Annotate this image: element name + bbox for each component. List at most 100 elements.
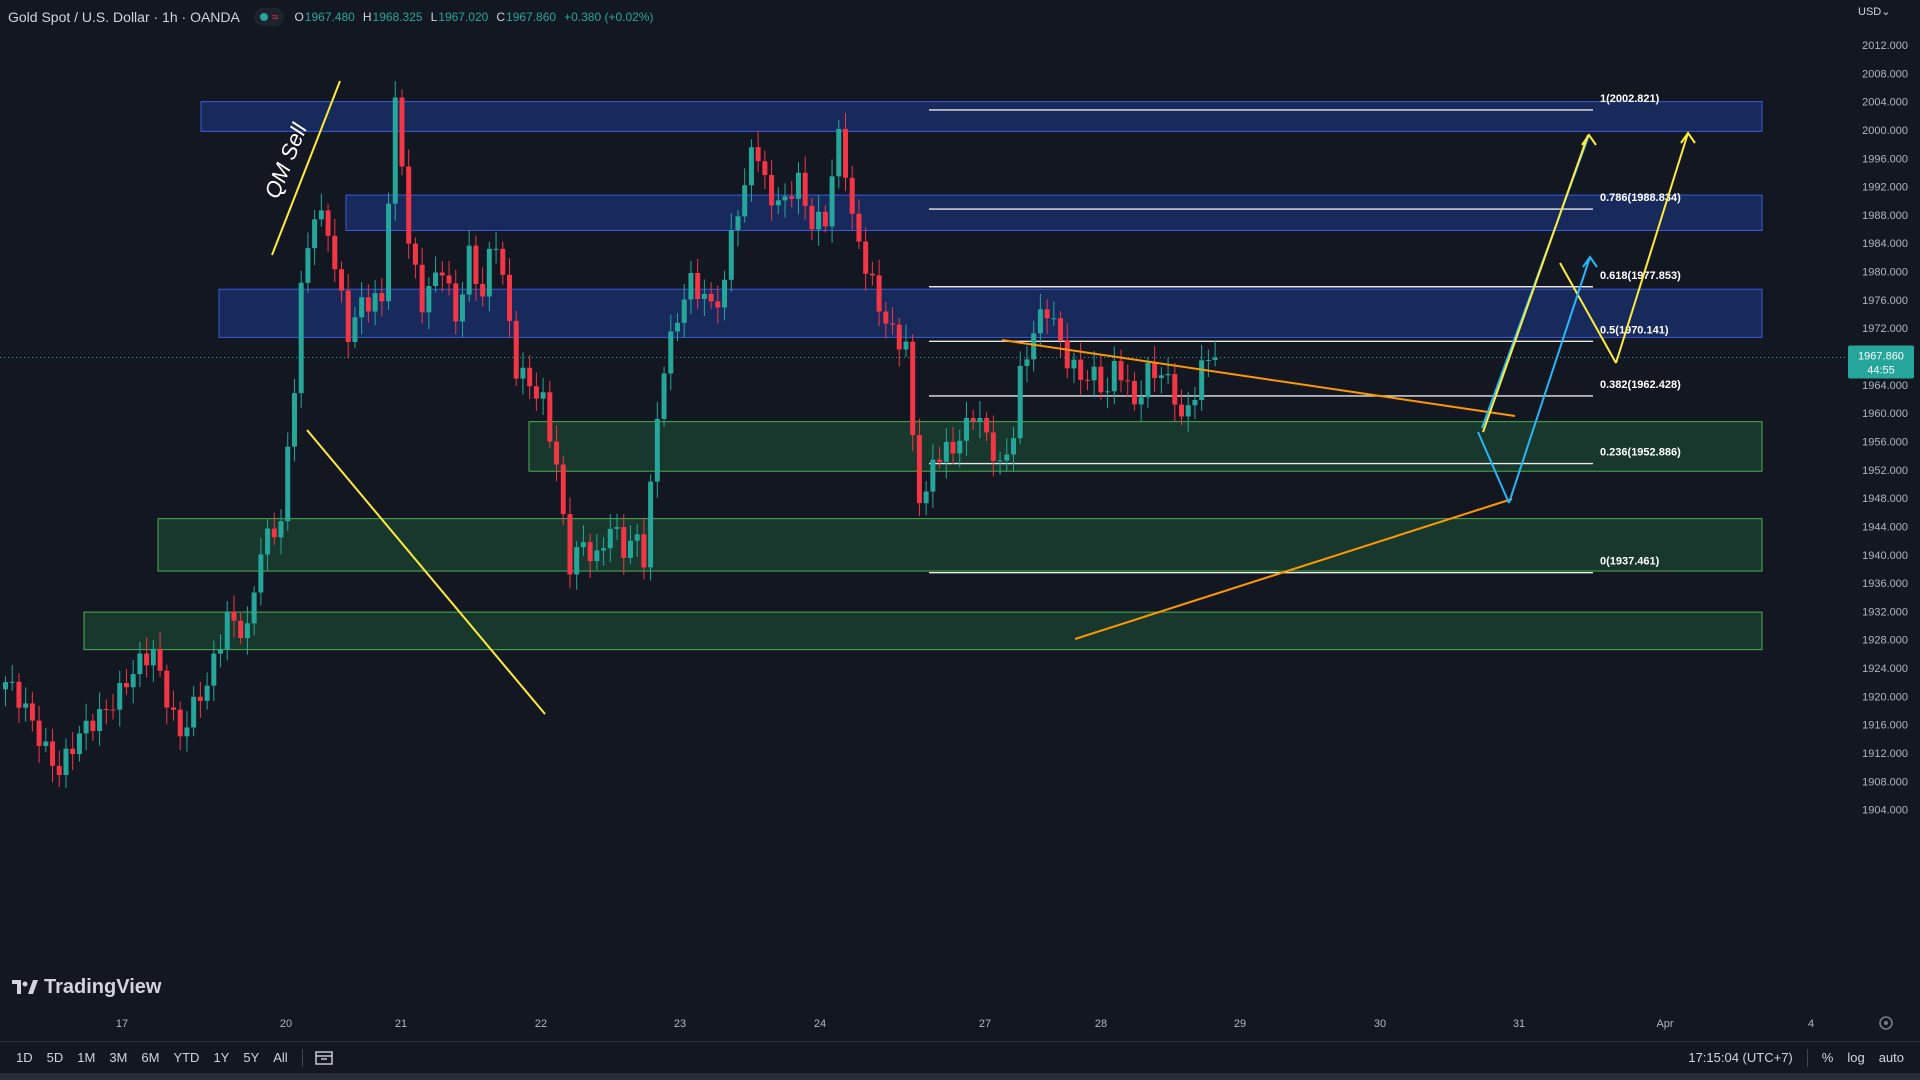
drawings-layer[interactable]: [271, 80, 1696, 715]
candle-body: [204, 685, 210, 701]
candle-body: [224, 611, 230, 650]
auto-toggle[interactable]: auto: [1878, 1050, 1904, 1065]
timeframe-ytd[interactable]: YTD: [173, 1050, 200, 1065]
candle-body: [1091, 366, 1097, 381]
candle-body: [1058, 318, 1064, 341]
candle-body: [822, 211, 828, 227]
candle-body: [318, 210, 324, 220]
time-tick-label: 23: [674, 1018, 686, 1030]
candle-body: [621, 527, 627, 558]
candle-body: [1071, 359, 1077, 369]
tradingview-logo: TradingView: [12, 976, 161, 999]
candle-body: [513, 320, 519, 379]
timeframe-1y[interactable]: 1Y: [213, 1050, 230, 1065]
timeframe-all[interactable]: All: [273, 1050, 288, 1065]
candle-body: [56, 765, 62, 776]
candle-body: [379, 293, 385, 302]
fib-level-label: 0.618(1977.853): [1600, 270, 1681, 282]
price-tick-label: 1904.000: [1862, 805, 1908, 817]
log-toggle[interactable]: log: [1847, 1050, 1865, 1065]
candle-body: [540, 392, 546, 399]
ohlc-o-label: O: [294, 10, 304, 24]
timeframe-3m[interactable]: 3M: [109, 1050, 128, 1065]
price-tick-label: 1924.000: [1862, 663, 1908, 675]
price-tick-label: 1916.000: [1862, 720, 1908, 732]
toolbar-right: 17:15:04 (UTC+7) % log auto: [1674, 1048, 1904, 1067]
currency-selector[interactable]: USD⌄: [1858, 5, 1890, 18]
time-tick-label: 28: [1095, 1018, 1107, 1030]
candle-body: [97, 709, 103, 731]
timeframe-1d[interactable]: 1D: [16, 1050, 33, 1065]
percent-toggle[interactable]: %: [1821, 1050, 1834, 1065]
price-tick-label: 1956.000: [1862, 436, 1908, 448]
price-axis-bg: [1846, 0, 1920, 1040]
tradingview-logo-icon: [12, 979, 38, 994]
projection-blue: [1508, 256, 1591, 504]
candle-body: [238, 620, 244, 639]
support-trendline: [1074, 498, 1513, 640]
candle-body: [1044, 309, 1050, 319]
drop-trendline: [306, 429, 546, 715]
candle-body: [1172, 374, 1178, 405]
market-open-icon: [259, 13, 268, 21]
goto-date-icon[interactable]: [315, 1050, 333, 1066]
price-tick-label: 1992.000: [1862, 182, 1908, 194]
price-axis[interactable]: 1904.000 1908.000 1912.000 1916.000 1920.000…: [1846, 0, 1920, 1040]
candle-body: [1004, 454, 1010, 461]
candles-layer: [0, 81, 1846, 789]
toolbar-divider-right: [1806, 1048, 1808, 1067]
candle-body: [836, 128, 842, 177]
price-chart[interactable]: 1(2002.821) 0.786(1988.834) 0.618(1977.853…: [0, 0, 1920, 1040]
fib-level-label: 0.236(1952.886): [1600, 447, 1681, 459]
candle-body: [50, 741, 56, 766]
candle-body: [480, 283, 486, 297]
time-tick-label: 20: [280, 1018, 292, 1030]
settings-gear-icon[interactable]: [1879, 1016, 1893, 1030]
timeframe-5y[interactable]: 5Y: [243, 1050, 260, 1065]
candle-body: [500, 248, 506, 275]
candle-body: [291, 393, 297, 447]
timeframe-6m[interactable]: 6M: [141, 1050, 160, 1065]
candle-body: [735, 216, 741, 231]
market-status[interactable]: ≈: [253, 8, 285, 26]
candle-body: [372, 293, 378, 312]
candle-body: [957, 440, 963, 454]
bottom-toolbar: 1D 5D 1M 3M 6M YTD 1Y 5Y All 17:15:04 (U…: [0, 1041, 1920, 1073]
wave-icon: ≈: [271, 10, 279, 24]
ohlc-open: 1967.480: [304, 10, 355, 24]
ohlc-high: 1968.325: [372, 10, 423, 24]
candle-body: [614, 527, 620, 529]
timeframe-5d[interactable]: 5D: [46, 1050, 64, 1065]
candle-body: [231, 611, 237, 621]
ohlc-close: 1967.860: [506, 10, 557, 24]
candle-body: [352, 317, 358, 343]
price-tick-label: 1964.000: [1862, 380, 1908, 392]
candle-body: [661, 373, 667, 419]
timeframe-1m[interactable]: 1M: [77, 1050, 96, 1065]
candle-body: [701, 293, 707, 300]
candle-body: [1118, 361, 1124, 381]
candle-body: [990, 432, 996, 461]
time-tick-label: 4: [1808, 1018, 1814, 1030]
candle-body: [594, 550, 600, 562]
candle-body: [688, 272, 694, 300]
price-tag-countdown: 44:55: [1867, 365, 1895, 377]
ohlc-low: 1967.020: [438, 10, 489, 24]
price-tick-label: 2000.000: [1862, 125, 1908, 137]
candle-body: [963, 417, 969, 441]
price-tick-label: 2008.000: [1862, 68, 1908, 80]
candle-body: [419, 264, 425, 313]
candle-body: [527, 367, 533, 387]
price-tick-label: 1908.000: [1862, 776, 1908, 788]
symbol-title[interactable]: Gold Spot / U.S. Dollar · 1h · OANDA: [8, 9, 240, 25]
fib-level-label: 1(2002.821): [1600, 93, 1660, 105]
demand-zone: [83, 611, 1763, 651]
clock[interactable]: 17:15:04 (UTC+7): [1688, 1050, 1793, 1065]
candle-body: [406, 166, 412, 244]
time-axis[interactable]: 17 20 21 22 23 24 27 28 29 30 31 Apr 4: [116, 1018, 1814, 1030]
candle-body: [843, 128, 848, 178]
candle-body: [587, 542, 593, 562]
time-tick-label: 27: [979, 1018, 991, 1030]
candle-body: [634, 534, 640, 541]
candle-body: [916, 435, 922, 504]
